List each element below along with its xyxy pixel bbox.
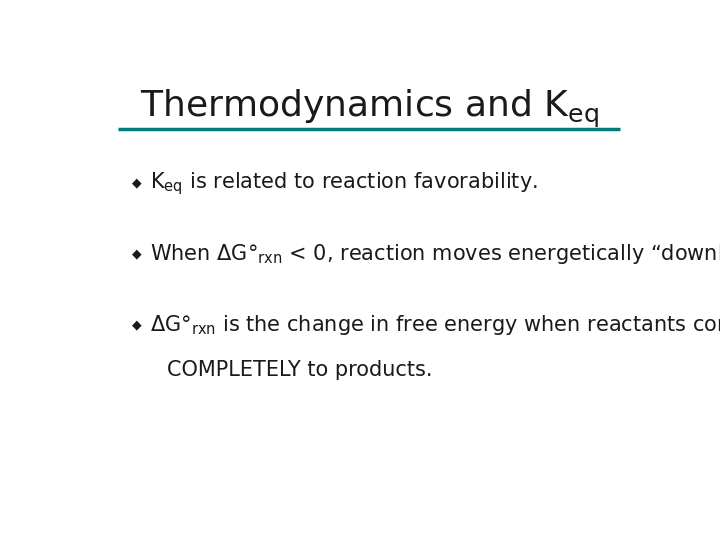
Text: $\mathregular{\Delta G°_{rxn}}$ is the change in free energy when reactants conv: $\mathregular{\Delta G°_{rxn}}$ is the c… — [150, 313, 720, 336]
Text: Thermodynamics and $\mathregular{K_{eq}}$: Thermodynamics and $\mathregular{K_{eq}}… — [140, 87, 598, 130]
Text: $\mathregular{K_{eq}}$ is related to reaction favorability.: $\mathregular{K_{eq}}$ is related to rea… — [150, 170, 538, 197]
Text: ◆: ◆ — [132, 177, 141, 190]
Text: COMPLETELY to products.: COMPLETELY to products. — [167, 360, 433, 380]
Text: When $\mathregular{\Delta G°_{rxn}}$ < 0, reaction moves energetically “downhill: When $\mathregular{\Delta G°_{rxn}}$ < 0… — [150, 242, 720, 266]
Text: ◆: ◆ — [132, 318, 141, 331]
Text: ◆: ◆ — [132, 247, 141, 260]
